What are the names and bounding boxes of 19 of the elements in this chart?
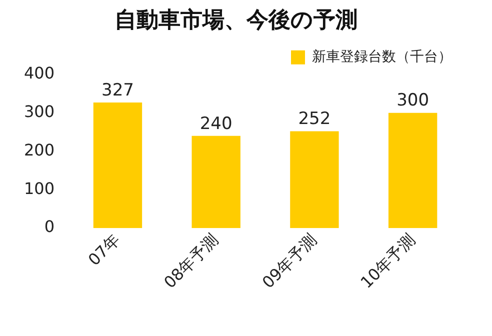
x-tick-label: 09年予測 xyxy=(258,230,320,292)
data-label: 300 xyxy=(396,90,430,111)
data-label: 327 xyxy=(101,80,134,100)
bar xyxy=(290,131,339,228)
y-tick-label: 100 xyxy=(24,178,55,198)
y-tick-label: 300 xyxy=(24,102,55,121)
legend-label: 新車登録台数（千台） xyxy=(312,49,452,66)
data-label: 252 xyxy=(298,109,331,130)
y-tick-label: 0 xyxy=(44,217,55,236)
data-label: 240 xyxy=(200,114,232,134)
x-tick-label: 10年予測 xyxy=(356,230,419,292)
x-tick-label: 08年予測 xyxy=(160,230,222,292)
x-tick-label: 07年 xyxy=(84,230,124,270)
bar xyxy=(93,102,142,228)
bar xyxy=(192,136,240,228)
bar xyxy=(388,112,438,228)
y-tick-label: 200 xyxy=(24,140,55,160)
y-tick-label: 400 xyxy=(24,64,55,83)
chart-title: 自動車市場、今後の予測 xyxy=(114,6,358,33)
